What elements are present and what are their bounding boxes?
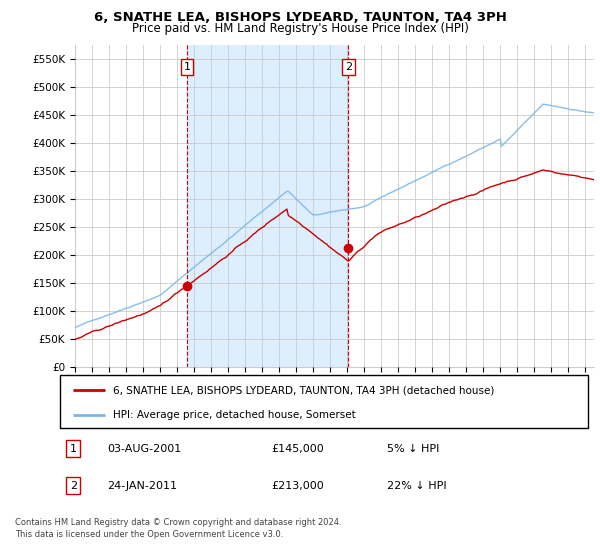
Text: 2: 2 <box>70 480 77 491</box>
Text: Price paid vs. HM Land Registry's House Price Index (HPI): Price paid vs. HM Land Registry's House … <box>131 22 469 35</box>
Text: 6, SNATHE LEA, BISHOPS LYDEARD, TAUNTON, TA4 3PH (detached house): 6, SNATHE LEA, BISHOPS LYDEARD, TAUNTON,… <box>113 385 494 395</box>
Text: £213,000: £213,000 <box>271 480 324 491</box>
Text: 22% ↓ HPI: 22% ↓ HPI <box>388 480 447 491</box>
Text: 2: 2 <box>345 62 352 72</box>
Text: 03-AUG-2001: 03-AUG-2001 <box>107 444 182 454</box>
Bar <box>187 45 349 367</box>
Text: 6, SNATHE LEA, BISHOPS LYDEARD, TAUNTON, TA4 3PH: 6, SNATHE LEA, BISHOPS LYDEARD, TAUNTON,… <box>94 11 506 24</box>
Text: 5% ↓ HPI: 5% ↓ HPI <box>388 444 440 454</box>
Text: 1: 1 <box>184 62 190 72</box>
Text: £145,000: £145,000 <box>271 444 324 454</box>
Text: Contains HM Land Registry data © Crown copyright and database right 2024.
This d: Contains HM Land Registry data © Crown c… <box>15 518 341 539</box>
Text: HPI: Average price, detached house, Somerset: HPI: Average price, detached house, Some… <box>113 410 356 420</box>
Text: 1: 1 <box>70 444 77 454</box>
FancyBboxPatch shape <box>60 375 588 428</box>
Text: 24-JAN-2011: 24-JAN-2011 <box>107 480 178 491</box>
